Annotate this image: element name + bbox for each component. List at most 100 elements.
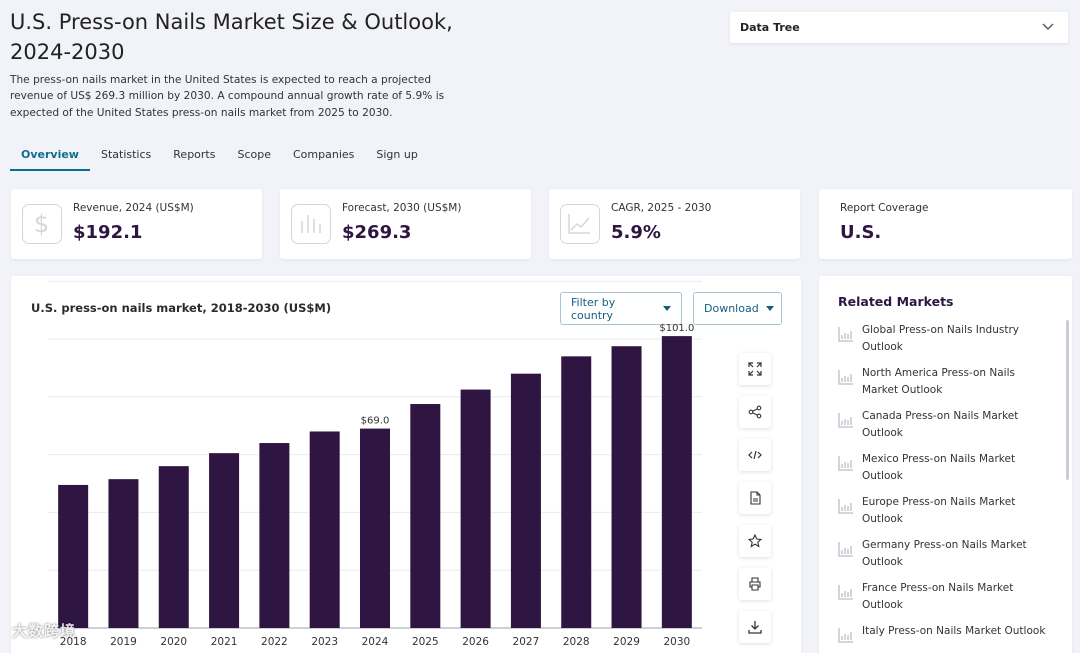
related-market-link[interactable]: Global Press-on Nails Industry Outlook [837,322,1047,365]
kpi-value: 5.9% [611,222,661,243]
trend-line-icon [560,204,600,244]
kpi-card-cagr: CAGR, 2025 - 2030 5.9% [549,189,800,259]
tab-bar: Overview Statistics Reports Scope Compan… [10,146,429,171]
share-icon [748,405,762,419]
bar-2021[interactable] [209,453,240,628]
tab-companies[interactable]: Companies [293,148,355,161]
related-markets-panel: Related Markets Global Press-on Nails In… [819,276,1072,653]
data-tree-label: Data Tree [740,21,800,34]
kpi-label: CAGR, 2025 - 2030 [611,202,712,214]
x-tick-label: 2024 [362,636,389,648]
x-tick-label: 2018 [60,636,87,648]
kpi-value: $192.1 [73,222,143,243]
print-button[interactable] [739,568,771,600]
kpi-card-forecast: Forecast, 2030 (US$M) $269.3 [280,189,531,259]
download-chart-button[interactable] [739,611,771,643]
related-market-link[interactable]: France Press-on Nails Market Outlook [837,580,1047,623]
star-icon [748,534,762,548]
x-tick-label: 2027 [513,636,540,648]
page-description: The press-on nails market in the United … [10,74,445,119]
related-market-link[interactable]: Germany Press-on Nails Market Outlook [837,537,1047,580]
filter-label: Filter by country [571,295,616,322]
download-label: Download [704,302,759,315]
x-tick-label: 2030 [663,636,690,648]
x-tick-label: 2019 [110,636,137,648]
tab-reports[interactable]: Reports [173,148,216,161]
kpi-card-coverage: Report Coverage U.S. [819,189,1072,259]
chevron-down-icon [1042,23,1054,30]
bar-2029[interactable] [611,346,642,628]
related-markets-list: Global Press-on Nails Industry Outlook No… [837,322,1047,653]
bar-2028[interactable] [561,356,592,628]
bar-2019[interactable] [108,479,139,628]
chart-title: U.S. press-on nails market, 2018-2030 (U… [31,301,332,315]
share-button[interactable] [739,396,771,428]
kpi-label: Report Coverage [840,202,929,214]
chart-card: U.S. press-on nails market, 2018-2030 (U… [11,276,801,653]
related-market-label: North America Press-on Nails Market Outl… [862,367,1015,396]
tab-statistics[interactable]: Statistics [100,148,152,161]
x-tick-label: 2029 [613,636,640,648]
page-title: U.S. Press-on Nails Market Size & Outloo… [10,10,453,64]
x-tick-label: 2021 [211,636,238,648]
embed-code-icon [748,450,762,460]
data-label-2024: $69.0 [361,416,390,427]
download-button[interactable]: Download [693,292,782,325]
x-tick-label: 2022 [261,636,288,648]
kpi-label: Forecast, 2030 (US$M) [342,202,462,214]
kpi-label: Revenue, 2024 (US$M) [73,202,194,214]
bar-chart-icon [838,456,853,471]
related-market-label: Global Press-on Nails Industry Outlook [862,324,1019,353]
expand-button[interactable] [739,353,771,385]
download-icon [748,621,762,634]
kpi-value: $269.3 [342,222,412,243]
bar-2027[interactable] [510,373,541,628]
related-market-link[interactable]: North America Press-on Nails Market Outl… [837,365,1047,408]
related-market-link[interactable]: Italy Press-on Nails Market Outlook [837,623,1047,653]
bar-2020[interactable] [158,466,189,628]
tab-overview[interactable]: Overview [10,146,90,171]
print-icon [749,577,761,591]
bar-chart: 2018 2019 2020 2021 2022 2023 2024 $69.0 2025 202… [48,280,702,648]
filter-by-country-button[interactable]: Filter by country [560,292,682,325]
bar-chart-icon [291,204,331,244]
expand-icon [748,362,762,376]
bar-2023[interactable] [309,431,340,628]
related-market-label: France Press-on Nails Market Outlook [862,582,1014,611]
kpi-card-revenue: $ Revenue, 2024 (US$M) $192.1 [11,189,262,259]
related-market-label: Italy Press-on Nails Market Outlook [862,625,1046,637]
bar-2025[interactable] [410,404,441,628]
related-market-label: Canada Press-on Nails Market Outlook [862,410,1019,439]
x-tick-label: 2025 [412,636,439,648]
related-market-link[interactable]: Europe Press-on Nails Market Outlook [837,494,1047,537]
bar-2022[interactable] [259,443,290,628]
pdf-button[interactable] [739,482,771,514]
related-market-link[interactable]: Mexico Press-on Nails Market Outlook [837,451,1047,494]
watermark: 大数跨境 [12,622,77,640]
data-tree-dropdown[interactable]: Data Tree [730,12,1068,43]
bar-2026[interactable] [460,389,491,628]
x-tick-label: 2023 [311,636,338,648]
pdf-icon [750,491,761,505]
caret-down-icon [663,306,671,311]
caret-down-icon [765,306,774,311]
bar-2024[interactable] [360,428,390,628]
bar-chart-icon [838,585,853,600]
related-market-label: Europe Press-on Nails Market Outlook [862,496,1016,525]
svg-text:$: $ [34,210,49,238]
tab-sign-up[interactable]: Sign up [376,148,418,161]
x-tick-label: 2026 [462,636,489,648]
bar-chart-icon [838,327,853,342]
embed-button[interactable] [739,439,771,471]
bar-2030[interactable] [661,336,692,628]
bar-2018[interactable] [58,484,89,628]
related-market-link[interactable]: Canada Press-on Nails Market Outlook [837,408,1047,451]
related-markets-title: Related Markets [838,294,954,309]
bar-chart-icon [838,413,853,428]
kpi-value: U.S. [840,222,882,243]
bar-chart-icon [838,370,853,385]
favorite-button[interactable] [739,525,771,557]
data-label-2030: $101.0 [659,323,694,334]
scrollbar[interactable] [1066,320,1069,480]
tab-scope[interactable]: Scope [237,148,271,161]
